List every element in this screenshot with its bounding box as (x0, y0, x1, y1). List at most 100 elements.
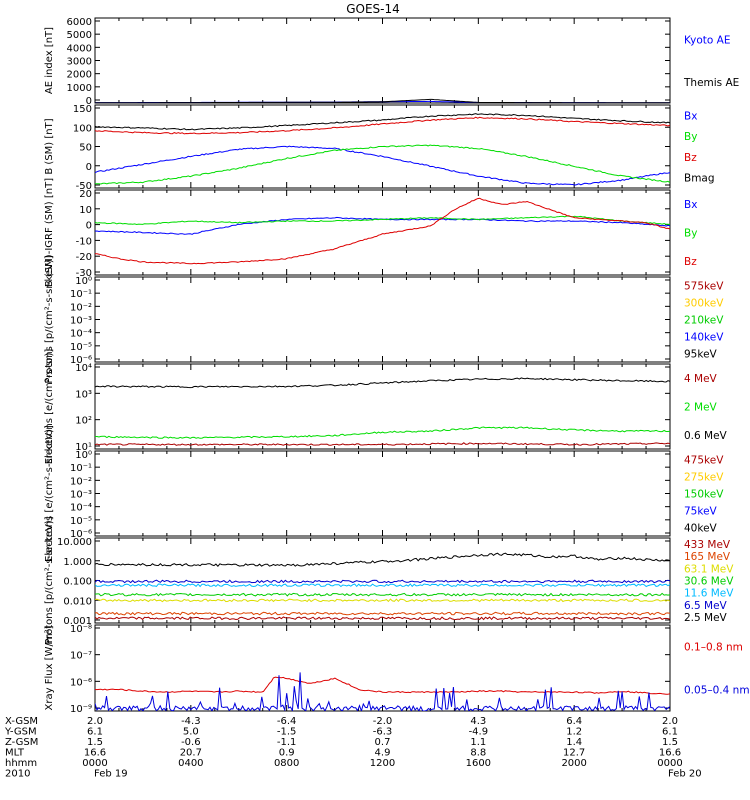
legend-item: 210keV (684, 315, 724, 327)
footer-value: 20.7 (180, 748, 202, 759)
y-axis-label: Xray Flux [W/m²] (44, 625, 55, 710)
panel-frame (94, 189, 671, 276)
y-tick-label: 10⁻³ (70, 316, 92, 327)
footer-value: 0800 (274, 758, 299, 769)
series-line-by (95, 144, 670, 185)
y-tick-label: 10⁻⁴ (70, 503, 92, 514)
panel-2: 150 100 50 0 -50 B (SM) [nT] Bx By Bz Bmag (44, 104, 715, 192)
y-tick-label: 0.100 (63, 577, 92, 588)
footer-value: 4.3 (470, 716, 486, 727)
footer-value: -6.4 (277, 716, 297, 727)
y-tick-label: -30 (76, 268, 92, 279)
footer-value: -2.0 (373, 716, 393, 727)
footer-value: -4.3 (181, 716, 201, 727)
footer-value: 0.9 (279, 748, 295, 759)
y-tick-label: 10³ (75, 389, 92, 400)
y-tick-label: -20 (76, 252, 92, 263)
footer-value: 1200 (370, 758, 395, 769)
panel-5: 10⁴ 10³ 10² 10¹ Electrons [e/(cm²-s-sr)] 4 Me… (44, 349, 728, 465)
y-tick-label: -10 (76, 236, 92, 247)
series-line-63-1-mev (95, 598, 670, 603)
legend-item: Bmag (684, 173, 715, 185)
y-tick-label: 10⁻⁶ (70, 529, 92, 540)
y-tick-label: 100 (73, 123, 92, 134)
series-group (95, 377, 670, 446)
footer-row-label: MLT (5, 748, 25, 759)
footer-row-label: Z-GSM (5, 737, 38, 748)
footer-value: 2000 (561, 758, 586, 769)
footer-value: 2.0 (662, 716, 678, 727)
footer-value: -0.6 (181, 737, 201, 748)
footer-value: 6.4 (566, 716, 582, 727)
series-line-433-mev (95, 616, 670, 621)
legend-item: 30.6 MeV (684, 576, 734, 588)
series-line-bmag (95, 113, 670, 131)
panel-frame (94, 363, 671, 450)
legend-item: 11.6 MeV (684, 588, 734, 600)
y-axis-label: AE index [nT] (44, 27, 55, 94)
legend-item: Kyoto AE (684, 34, 730, 46)
footer-row-label: 2010 (5, 769, 30, 780)
y-tick-label: 10⁰ (75, 276, 92, 287)
y-tick-label: 10.000 (57, 537, 92, 548)
y-tick-label: 150 (73, 104, 92, 115)
y-tick-label: -50 (76, 181, 92, 192)
y-tick-label: 10¹ (75, 442, 92, 453)
series-line-themis-ae (95, 98, 670, 103)
legend-item: 0.1–0.8 nm (684, 642, 743, 654)
series-line-bz (95, 197, 670, 265)
legend-item: Themis AE (683, 77, 739, 89)
y-tick-label: 0 (86, 221, 92, 232)
y-tick-label: 6000 (67, 17, 92, 28)
footer-value: 1600 (466, 758, 491, 769)
y-tick-label: 50 (79, 143, 92, 154)
legend-item: 40keV (684, 523, 718, 535)
footer-value: 1.5 (87, 737, 103, 748)
panel-6: 10⁰ 10⁻¹ 10⁻² 10⁻³ 10⁻⁴ 10⁻⁵ 10⁻⁶ Electrons [e/… (44, 425, 724, 562)
y-tick-label: 0 (86, 162, 92, 173)
y-tick-label: 2000 (67, 70, 92, 81)
footer-value: 1.5 (662, 737, 678, 748)
legend-item: 275keV (684, 472, 724, 484)
ephemeris-footer: X-GSM 2.0 -4.3 -6.4 -2.0 4.3 6.4 2.0 Y-GSM 6.1 5.0… (4, 716, 702, 780)
legend-item: 2 MeV (684, 402, 718, 414)
legend-item: 150keV (684, 489, 724, 501)
y-tick-label: 10⁻⁵ (70, 342, 92, 353)
legend-item: 300keV (684, 298, 724, 310)
panel-1: 6000 5000 4000 3000 2000 1000 0 AE index [nT] Ky… (44, 17, 739, 107)
footer-value: 16.6 (84, 748, 106, 759)
y-tick-label: 10⁴ (75, 363, 92, 374)
y-tick-label: 5000 (67, 30, 92, 41)
legend-item: 475keV (684, 455, 724, 467)
y-axis-label: Electrons [e/(cm²-s-sr-keV)] (44, 425, 55, 562)
footer-value: 0000 (82, 758, 107, 769)
plot-title: GOES-14 (346, 2, 400, 16)
legend-item: 0.05–0.4 nm (684, 685, 750, 697)
series-line-6-5-mev (95, 579, 670, 584)
y-tick-label: 0.010 (63, 596, 92, 607)
y-axis-label: Electrons [e/(cm²-s-sr)] (44, 349, 55, 465)
panel-frame (94, 17, 671, 104)
y-tick-label: 10⁻¹ (70, 463, 92, 474)
footer-value: 1.4 (566, 737, 582, 748)
footer-value: 16.6 (659, 748, 681, 759)
legend-item: 433 MeV (684, 539, 731, 551)
footer-row-label: X-GSM (5, 716, 38, 727)
y-tick-label: 10⁻⁶ (70, 677, 92, 688)
series-line-0-1-0-8-nm (95, 676, 670, 695)
y-tick-label: 4000 (67, 43, 92, 54)
panel-7: 10.000 1.000 0.100 0.010 0.001 Protons [p/(cm… (44, 516, 734, 644)
footer-value: -4.9 (469, 727, 489, 738)
legend-item: 140keV (684, 332, 724, 344)
footer-value: 0400 (178, 758, 203, 769)
y-tick-label: 1000 (67, 83, 92, 94)
footer-value: -6.3 (373, 727, 393, 738)
series-line-by (95, 215, 670, 226)
legend-item: By (684, 228, 697, 240)
y-tick-label: 10⁻² (70, 476, 92, 487)
series-line-2-mev (95, 426, 670, 439)
legend-item: Bx (684, 110, 697, 122)
footer-value: 5.0 (183, 727, 199, 738)
legend-item: 75keV (684, 506, 718, 518)
